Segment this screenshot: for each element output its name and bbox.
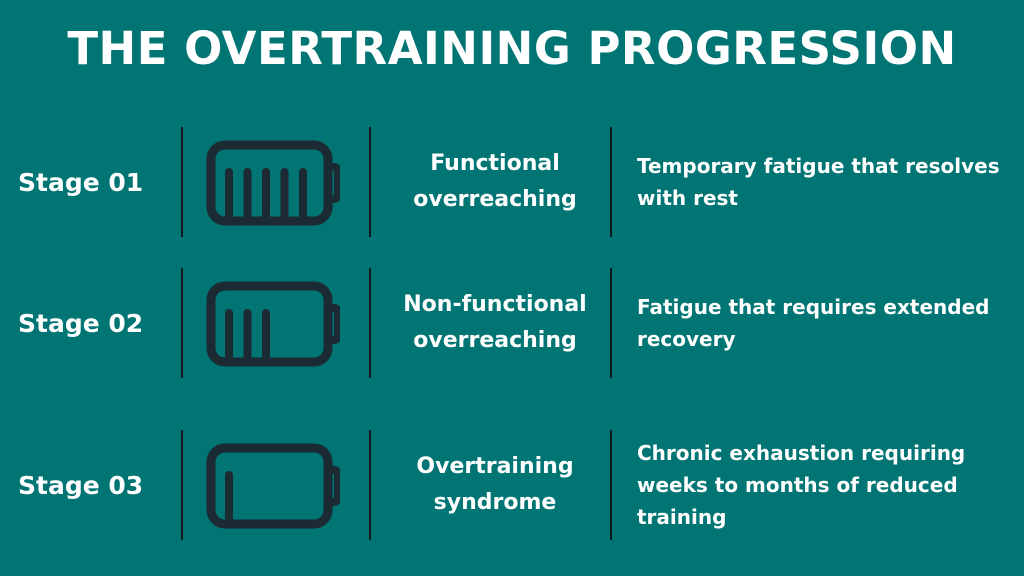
stage-description: Fatigue that requires extended recovery (637, 295, 990, 351)
divider (610, 430, 612, 540)
stage-label: Stage 03 (18, 470, 144, 500)
divider (369, 268, 371, 378)
battery-low-icon (206, 443, 340, 529)
stage-row: Stage 01 Functional overreaching Tempora… (0, 127, 1024, 237)
stage-name: Functional overreaching (413, 151, 577, 212)
battery-half-icon (206, 281, 340, 367)
stage-row: Stage 03 Overtraining syndrome Chronic e… (0, 430, 1024, 540)
divider (369, 430, 371, 540)
stage-name: Non-functional overreaching (403, 292, 587, 353)
divider (610, 268, 612, 378)
divider (369, 127, 371, 237)
stage-row: Stage 02 Non-functional overreaching Fat… (0, 268, 1024, 378)
divider (181, 430, 183, 540)
divider (181, 127, 183, 237)
stage-description: Chronic exhaustion requiring weeks to mo… (637, 441, 966, 529)
stage-description: Temporary fatigue that resolves with res… (637, 154, 1000, 210)
divider (610, 127, 612, 237)
stage-name: Overtraining syndrome (416, 454, 574, 515)
stage-label: Stage 01 (18, 167, 144, 197)
divider (181, 268, 183, 378)
battery-full-icon (206, 140, 340, 226)
stage-label: Stage 02 (18, 308, 144, 338)
page-title: THE OVERTRAINING PROGRESSION (67, 22, 957, 75)
